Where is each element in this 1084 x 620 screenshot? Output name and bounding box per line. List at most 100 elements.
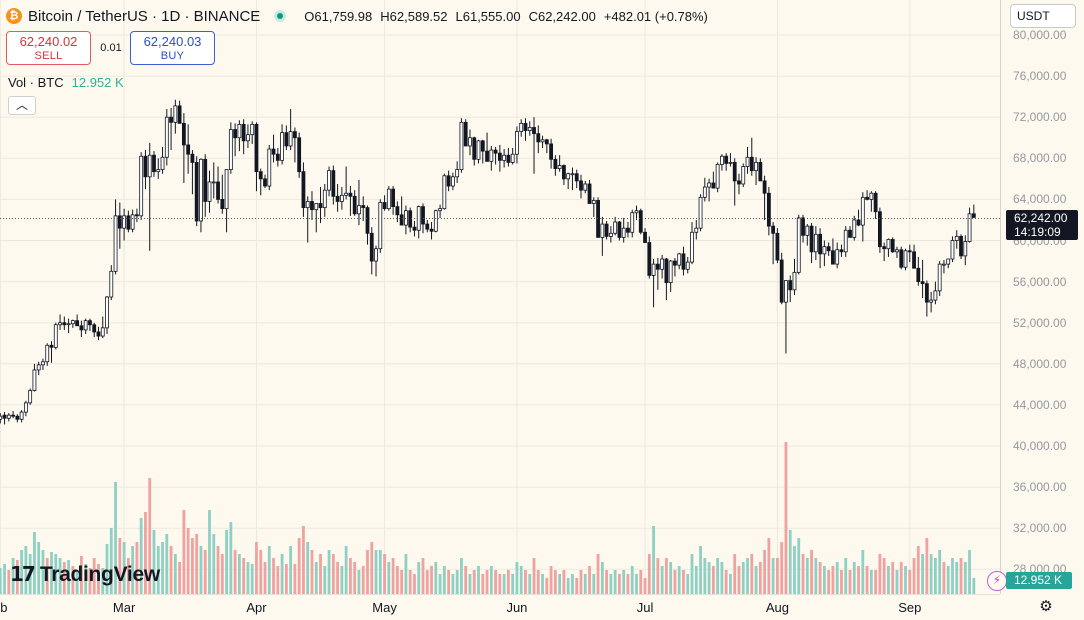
ohlc-open: O61,759.98 <box>304 9 372 24</box>
bitcoin-icon: ₿ <box>6 8 22 24</box>
close-value: 62,242.00 <box>537 8 596 24</box>
candlesticks <box>0 99 976 425</box>
volume-bar <box>541 574 544 594</box>
price-tick-label: 72,000.00 <box>1013 110 1067 125</box>
currency-select[interactable]: USDT <box>1010 4 1076 28</box>
candle-up <box>28 390 33 404</box>
volume-bar <box>144 512 147 594</box>
candle-up <box>527 127 532 131</box>
volume-bar <box>891 562 895 594</box>
volume-bar <box>71 566 75 594</box>
candle-down <box>553 158 558 169</box>
candle-up <box>468 137 472 147</box>
candle-down <box>361 205 366 209</box>
price-tick-label: 76,000.00 <box>1013 69 1067 84</box>
candle-down <box>62 322 67 326</box>
volume-bar <box>622 570 626 594</box>
candle-down <box>463 121 468 147</box>
volume-bar <box>28 554 32 594</box>
candle-up <box>690 231 694 263</box>
volume-bar <box>737 566 741 594</box>
candle-up <box>207 181 212 202</box>
volume-bar <box>41 550 45 594</box>
volume-bar <box>481 574 485 594</box>
volume-bar <box>169 546 173 594</box>
buy-label: BUY <box>160 50 185 62</box>
volume-bar <box>656 558 660 594</box>
volume-bar <box>425 570 429 594</box>
gear-icon[interactable]: ⚙ <box>1039 598 1053 615</box>
volume-bar <box>861 550 865 594</box>
volume-bar <box>357 570 361 594</box>
tradingview-logo[interactable]: 𝟭𝟳 TradingView <box>10 562 160 587</box>
candle-down <box>425 223 430 230</box>
candle-down <box>11 414 15 417</box>
symbol-title[interactable]: Bitcoin / TetherUS · 1D · BINANCE <box>28 7 261 25</box>
currency-value: USDT <box>1017 9 1050 23</box>
candle-up <box>23 402 28 413</box>
volume-bar <box>203 550 207 594</box>
volume-bar <box>801 554 805 594</box>
candle-down <box>233 129 238 139</box>
volume-bar <box>776 558 779 594</box>
volume-bar <box>280 554 284 594</box>
market-open-icon <box>274 10 287 22</box>
candle-down <box>579 180 583 191</box>
candle-down <box>882 246 887 250</box>
candle-down <box>877 211 882 248</box>
volume-bar <box>327 550 331 594</box>
sell-button[interactable]: 62,240.02 SELL <box>6 31 91 65</box>
volume-bar <box>699 546 702 594</box>
candle-down <box>275 153 280 161</box>
volume-bar <box>934 558 937 594</box>
candle-down <box>924 283 929 303</box>
candle-down <box>297 137 302 173</box>
candle-up <box>515 131 519 155</box>
price-change: +482.01 (+0.78%) <box>603 8 708 24</box>
volume-bar <box>284 564 288 594</box>
candle-up <box>822 246 827 255</box>
price-tick-label: 68,000.00 <box>1013 151 1067 166</box>
volume-bar <box>835 562 839 594</box>
candle-down <box>194 162 199 222</box>
volume-bar <box>635 574 638 594</box>
candle-down <box>732 162 737 182</box>
candle-down <box>724 155 729 164</box>
volume-bar <box>660 566 664 594</box>
candle-down <box>749 156 754 172</box>
volume-bar <box>904 566 907 594</box>
price-tick-label: 64,000.00 <box>1013 192 1067 207</box>
candle-down <box>79 325 84 331</box>
volume-bar <box>126 558 130 594</box>
volume-bar <box>972 578 976 594</box>
sell-price: 62,240.02 <box>19 34 78 49</box>
volume-bar <box>122 542 126 594</box>
candle-down <box>899 249 904 268</box>
volume-bar <box>682 570 685 594</box>
volume-bar <box>562 570 566 594</box>
volume-bar <box>442 566 446 594</box>
candle-up <box>502 154 507 161</box>
volume-bar <box>250 564 254 594</box>
volume-bar <box>434 562 438 594</box>
candle-down <box>391 188 396 207</box>
volume-bar <box>818 562 822 594</box>
candle-up <box>100 327 105 337</box>
candle-down <box>365 207 370 234</box>
candle-up <box>344 192 349 196</box>
volume-bar <box>912 558 916 594</box>
price-tick-label: 44,000.00 <box>1013 397 1067 412</box>
volume-bar <box>959 558 963 594</box>
chevron-up-icon[interactable]: ︿ <box>8 96 36 115</box>
volume-bar <box>460 558 463 594</box>
volume-bar <box>135 542 139 594</box>
spread-value: 0.01 <box>100 42 122 54</box>
candle-down <box>186 144 191 155</box>
buy-price: 62,240.03 <box>143 34 202 49</box>
buy-button[interactable]: 62,240.03 BUY <box>130 31 215 65</box>
candle-up <box>455 169 460 178</box>
volume-bar <box>387 562 391 594</box>
lightning-icon[interactable]: ⚡ <box>987 571 1007 591</box>
volume-legend[interactable]: Vol · BTC 12.952 K <box>8 75 124 90</box>
